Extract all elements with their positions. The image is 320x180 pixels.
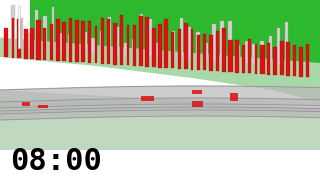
Bar [133, 25, 136, 66]
Bar [95, 26, 97, 63]
Bar [255, 44, 257, 74]
Bar [38, 105, 48, 108]
Bar [228, 40, 233, 72]
Bar [113, 23, 117, 65]
Bar [148, 19, 152, 58]
Bar [191, 29, 193, 70]
Bar [286, 42, 290, 76]
Bar [156, 43, 159, 58]
Bar [17, 19, 21, 58]
Bar [69, 18, 72, 62]
Bar [68, 35, 71, 53]
Bar [76, 24, 79, 53]
Bar [141, 96, 154, 101]
Bar [164, 19, 168, 68]
Bar [273, 47, 277, 75]
Bar [91, 37, 95, 54]
Bar [248, 39, 252, 73]
Bar [171, 32, 174, 68]
Bar [100, 31, 103, 55]
Bar [139, 16, 143, 66]
Bar [178, 29, 181, 69]
Bar [220, 21, 224, 63]
Bar [158, 24, 162, 68]
Bar [50, 24, 53, 60]
Bar [172, 31, 175, 59]
Bar [27, 33, 30, 50]
Bar [124, 43, 127, 56]
Bar [280, 41, 284, 75]
Bar [196, 32, 200, 61]
Bar [56, 19, 60, 61]
Bar [81, 21, 85, 62]
Bar [260, 45, 265, 74]
Bar [152, 28, 156, 67]
Bar [59, 33, 63, 52]
Bar [188, 27, 191, 60]
Polygon shape [30, 0, 320, 98]
Bar [216, 31, 220, 71]
Bar [164, 32, 168, 59]
Text: 08:00: 08:00 [10, 147, 102, 176]
Bar [285, 22, 288, 67]
Bar [116, 27, 119, 56]
Bar [140, 14, 143, 57]
Bar [145, 17, 149, 67]
Bar [84, 32, 87, 54]
Bar [108, 17, 111, 55]
Bar [306, 44, 308, 77]
Bar [11, 5, 14, 49]
Polygon shape [0, 37, 320, 102]
Bar [30, 28, 34, 59]
Bar [260, 41, 264, 65]
Bar [22, 102, 30, 106]
Bar [245, 41, 248, 64]
Bar [235, 40, 238, 73]
Bar [184, 23, 188, 69]
Bar [107, 19, 110, 64]
Bar [268, 36, 272, 66]
Bar [222, 28, 226, 72]
Bar [88, 21, 92, 63]
Bar [242, 45, 245, 73]
Bar [277, 28, 280, 66]
Bar [204, 34, 206, 70]
Bar [36, 10, 38, 50]
Bar [299, 47, 303, 77]
Bar [19, 18, 23, 49]
Bar [4, 28, 8, 57]
Bar [24, 29, 28, 59]
Bar [192, 100, 203, 107]
Bar [252, 44, 256, 65]
Bar [12, 18, 14, 58]
Bar [228, 21, 232, 63]
Bar [209, 35, 213, 71]
Polygon shape [0, 90, 320, 150]
Bar [43, 28, 46, 60]
Bar [180, 18, 183, 60]
Bar [230, 93, 238, 100]
Bar [75, 20, 79, 62]
Bar [18, 6, 20, 48]
Bar [62, 22, 66, 61]
Bar [126, 25, 130, 65]
Bar [36, 20, 41, 60]
Bar [43, 16, 47, 51]
Bar [197, 35, 200, 70]
Bar [192, 90, 202, 94]
Bar [52, 8, 54, 51]
Bar [268, 42, 270, 75]
Bar [120, 15, 123, 65]
Bar [236, 45, 240, 64]
Bar [204, 43, 208, 62]
Bar [293, 45, 296, 76]
Bar [132, 39, 135, 57]
Bar [101, 18, 104, 64]
Bar [212, 24, 216, 62]
